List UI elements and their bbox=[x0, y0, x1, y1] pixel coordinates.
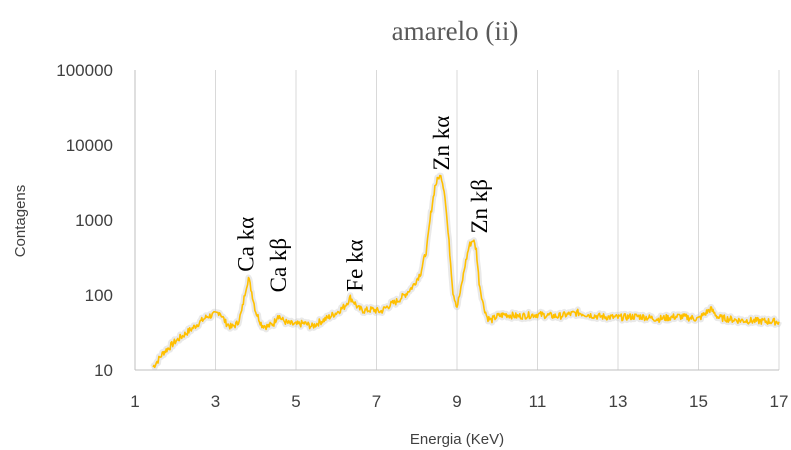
series-group bbox=[150, 172, 782, 371]
peak-label: Fe kα bbox=[342, 239, 367, 291]
x-tick-label: 11 bbox=[529, 392, 547, 411]
x-tick-label: 17 bbox=[770, 392, 789, 411]
grid bbox=[215, 70, 780, 370]
x-tick-label: 3 bbox=[211, 392, 220, 411]
peak-annotations: Ca kα Ca kβ Fe kα Zn kα Zn kβ bbox=[234, 116, 492, 293]
y-axis-label: Contagens bbox=[12, 185, 29, 258]
x-tick-label: 1 bbox=[130, 392, 139, 411]
y-tick-label: 100000 bbox=[56, 61, 113, 80]
axes bbox=[134, 70, 779, 371]
peak-label: Zn kα bbox=[429, 116, 454, 171]
x-tick-label: 5 bbox=[291, 392, 300, 411]
peak-label: Ca kα bbox=[234, 217, 259, 272]
series-line bbox=[152, 174, 780, 369]
chart-title: amarelo (ii) bbox=[392, 16, 519, 46]
x-tick-label: 9 bbox=[452, 392, 461, 411]
x-tick-label: 7 bbox=[372, 392, 381, 411]
y-tick-label: 10 bbox=[94, 361, 113, 380]
y-tick-label: 1000 bbox=[75, 211, 113, 230]
x-tick-label: 13 bbox=[609, 392, 628, 411]
y-tick-label: 100 bbox=[85, 286, 113, 305]
peak-label: Zn kβ bbox=[467, 179, 492, 234]
x-tick-label: 15 bbox=[689, 392, 708, 411]
peak-label: Ca kβ bbox=[266, 238, 291, 293]
x-axis-label: Energia (KeV) bbox=[410, 431, 504, 448]
y-tick-label: 10000 bbox=[66, 136, 113, 155]
